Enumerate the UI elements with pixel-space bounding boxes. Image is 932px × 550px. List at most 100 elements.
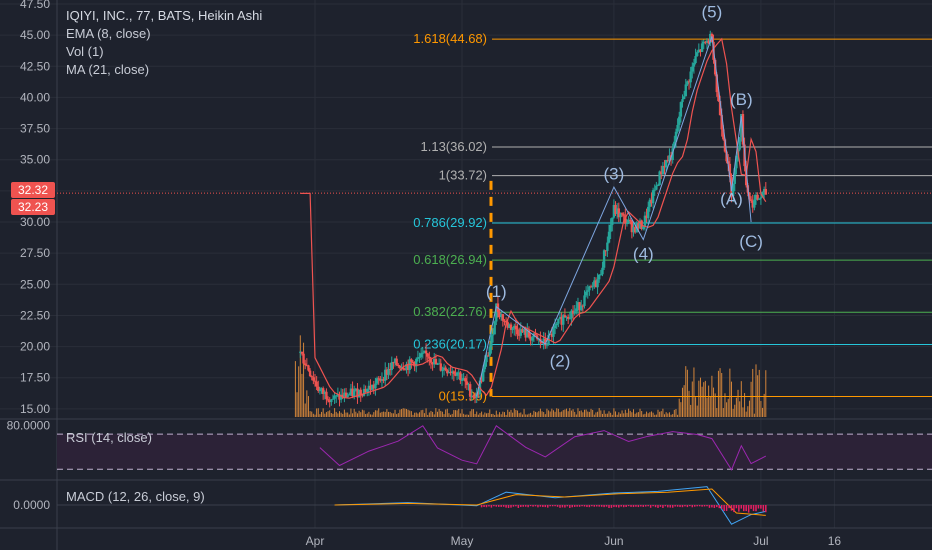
candle-body	[606, 242, 609, 251]
candle-body	[578, 302, 581, 311]
candle-body	[762, 189, 766, 193]
rsi-line	[319, 425, 767, 471]
candle-body	[318, 390, 322, 392]
candle-body	[681, 99, 684, 103]
candle-body	[666, 159, 669, 162]
legend-ema[interactable]: EMA (8, close)	[66, 26, 151, 41]
candle-body	[735, 155, 738, 169]
candle-body	[555, 323, 558, 326]
legend-rsi[interactable]: RSI (14, close)	[66, 430, 152, 445]
candle-body	[542, 338, 545, 344]
time-axis[interactable]: Apr May Jun Jul 16	[306, 534, 842, 548]
candle-body	[424, 350, 428, 354]
candle-body	[480, 380, 483, 382]
candle-body	[674, 131, 678, 142]
candle-body	[333, 395, 336, 399]
candle-body	[612, 204, 616, 218]
candle-body	[451, 371, 454, 373]
candle-body	[713, 59, 717, 75]
candle-body	[465, 381, 469, 385]
signal-line	[334, 488, 766, 516]
candle-body	[660, 171, 663, 175]
macd-panel: 0.0000	[13, 486, 932, 525]
candle-body	[367, 385, 371, 389]
candle-body	[700, 43, 704, 52]
candle-body	[473, 397, 477, 399]
candle-body	[722, 129, 725, 140]
elliott-wave-path	[476, 36, 752, 397]
candle-body	[361, 394, 364, 396]
candle-body	[705, 40, 709, 43]
candle-body	[384, 369, 387, 381]
wave-label: (A)	[720, 190, 743, 209]
candle-body	[751, 200, 754, 208]
candle-body	[594, 280, 598, 288]
candle-body	[699, 49, 702, 52]
price-badge-label: 32.23	[18, 200, 48, 214]
candle-body	[560, 316, 563, 325]
candle-body	[406, 364, 410, 371]
candle-body	[601, 267, 604, 275]
legend-macd[interactable]: MACD (12, 26, close, 9)	[66, 489, 205, 504]
candle-body	[663, 165, 666, 168]
candle-body	[321, 388, 325, 395]
candle-body	[421, 352, 424, 354]
legend-ma[interactable]: MA (21, close)	[66, 62, 150, 77]
candle-body	[588, 286, 591, 291]
fib-level-label: 1.13(36.02)	[421, 139, 488, 154]
candle-body	[570, 310, 573, 319]
candle-body	[730, 177, 733, 197]
fib-level-label: 0.382(22.76)	[413, 304, 487, 319]
candle-body	[441, 369, 444, 371]
wave-label: (5)	[702, 3, 723, 22]
candle-body	[310, 376, 313, 378]
candle-body	[625, 223, 629, 225]
candle-body	[535, 335, 539, 339]
rsi-y-tick-label: 80.0000	[7, 418, 51, 432]
candle-body	[647, 206, 650, 219]
candle-body	[472, 395, 475, 398]
wave-label: (B)	[730, 90, 753, 109]
candle-body	[339, 394, 343, 400]
candle-body	[753, 199, 756, 208]
candle-body	[364, 389, 367, 392]
price-axis[interactable]: 47.5045.0042.5040.0037.5035.0032.5030.00…	[11, 0, 55, 416]
y-tick-label: 45.00	[20, 28, 50, 42]
x-tick-label: Apr	[306, 534, 325, 548]
candle-body	[596, 279, 599, 288]
candle-body	[462, 378, 465, 380]
candle-body	[377, 378, 380, 380]
candle-body	[529, 336, 532, 341]
candle-body	[354, 388, 358, 391]
candle-body	[402, 367, 405, 370]
candle-body	[299, 351, 302, 353]
candle-body	[369, 385, 372, 390]
candle-body	[679, 102, 683, 117]
candle-body	[531, 337, 534, 341]
candle-body	[436, 363, 439, 365]
candle-body	[731, 183, 735, 197]
volume-bars	[294, 335, 767, 417]
candle-body	[351, 388, 354, 397]
candle-body	[611, 217, 614, 225]
candle-body	[754, 194, 758, 200]
candle-body	[490, 335, 493, 347]
candle-body	[522, 329, 526, 333]
candle-body	[622, 214, 625, 216]
candle-body	[390, 362, 393, 371]
candle-body	[516, 329, 519, 335]
fib-level-label: 0.786(29.92)	[413, 215, 487, 230]
candle-body	[748, 192, 751, 200]
candle-body	[346, 395, 349, 398]
candle-body	[372, 384, 375, 389]
candle-body	[614, 204, 617, 214]
candle-body	[405, 364, 408, 370]
candle-body	[468, 384, 472, 397]
candle-body	[357, 389, 361, 398]
candle-body	[664, 159, 668, 168]
candle-body	[617, 208, 620, 218]
legend-volume[interactable]: Vol (1)	[66, 44, 104, 59]
candle-body	[696, 52, 699, 57]
candle-body	[633, 227, 637, 233]
